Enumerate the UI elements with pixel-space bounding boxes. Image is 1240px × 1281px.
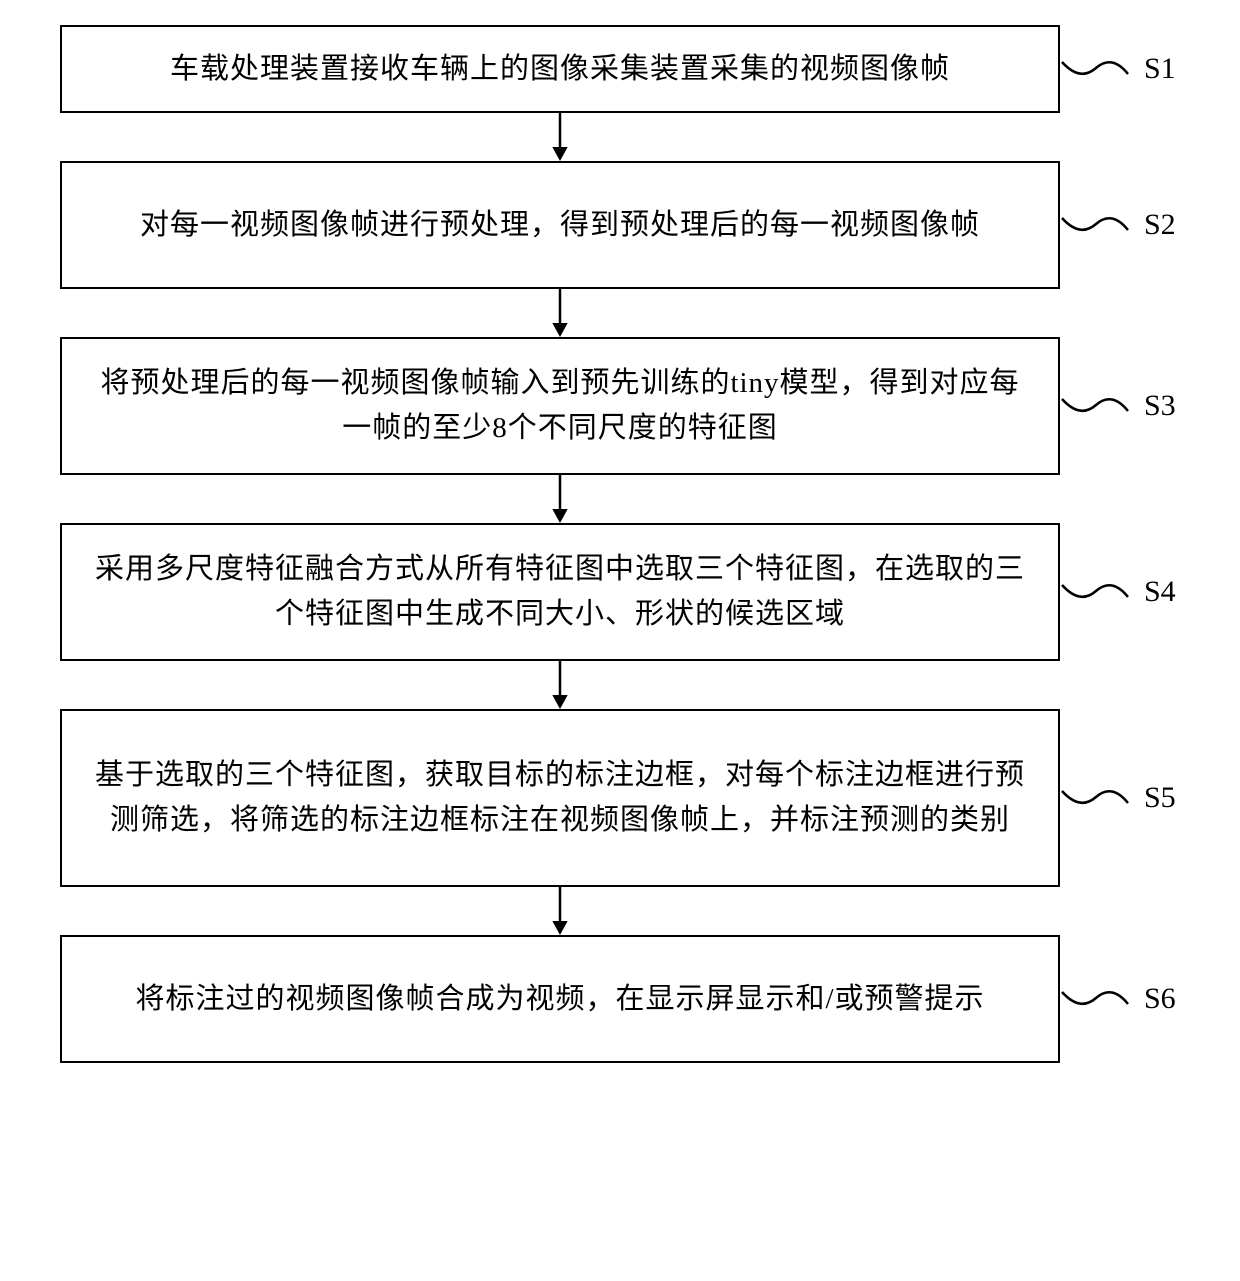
step-id-label: S5 — [1144, 781, 1176, 815]
step-box-s5: 基于选取的三个特征图，获取目标的标注边框，对每个标注边框进行预测筛选，将筛选的标… — [60, 709, 1060, 887]
step-box-s2: 对每一视频图像帧进行预处理，得到预处理后的每一视频图像帧 — [60, 161, 1060, 289]
arrow-down-icon — [60, 113, 1060, 161]
arrow-down-icon — [60, 661, 1060, 709]
arrow-down-icon — [60, 289, 1060, 337]
flowchart-container: 车载处理装置接收车辆上的图像采集装置采集的视频图像帧 对每一视频图像帧进行预处理… — [60, 25, 1060, 1063]
step-id-label: S2 — [1144, 208, 1176, 242]
step-text-s1: 车载处理装置接收车辆上的图像采集装置采集的视频图像帧 — [170, 47, 950, 92]
step-label-s6: S6 — [1060, 982, 1176, 1016]
step-label-s4: S4 — [1060, 575, 1176, 609]
step-id-label: S6 — [1144, 982, 1176, 1016]
step-label-s2: S2 — [1060, 208, 1176, 242]
step-label-s5: S5 — [1060, 781, 1176, 815]
step-text-s5: 基于选取的三个特征图，获取目标的标注边框，对每个标注边框进行预测筛选，将筛选的标… — [92, 753, 1028, 843]
arrow-down-icon — [60, 887, 1060, 935]
arrow-down-icon — [60, 475, 1060, 523]
step-text-s2: 对每一视频图像帧进行预处理，得到预处理后的每一视频图像帧 — [140, 203, 980, 248]
step-id-label: S4 — [1144, 575, 1176, 609]
step-box-s3: 将预处理后的每一视频图像帧输入到预先训练的tiny模型，得到对应每一帧的至少8个… — [60, 337, 1060, 475]
step-label-s1: S1 — [1060, 52, 1176, 86]
step-id-label: S3 — [1144, 389, 1176, 423]
step-label-s3: S3 — [1060, 389, 1176, 423]
step-text-s6: 将标注过的视频图像帧合成为视频，在显示屏显示和/或预警提示 — [135, 977, 984, 1022]
step-id-label: S1 — [1144, 52, 1176, 86]
step-box-s6: 将标注过的视频图像帧合成为视频，在显示屏显示和/或预警提示 — [60, 935, 1060, 1063]
step-box-s4: 采用多尺度特征融合方式从所有特征图中选取三个特征图，在选取的三个特征图中生成不同… — [60, 523, 1060, 661]
step-text-s3: 将预处理后的每一视频图像帧输入到预先训练的tiny模型，得到对应每一帧的至少8个… — [92, 361, 1028, 451]
step-text-s4: 采用多尺度特征融合方式从所有特征图中选取三个特征图，在选取的三个特征图中生成不同… — [92, 547, 1028, 637]
step-box-s1: 车载处理装置接收车辆上的图像采集装置采集的视频图像帧 — [60, 25, 1060, 113]
